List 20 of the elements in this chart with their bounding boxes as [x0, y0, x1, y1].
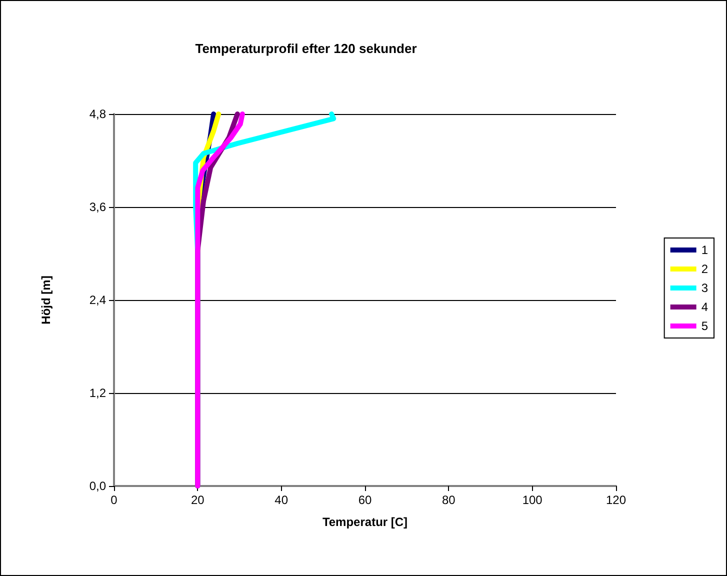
- y-tick-label: 1,2: [89, 386, 106, 400]
- y-tick-label: 3,6: [89, 200, 106, 214]
- x-tick-label: 120: [606, 493, 626, 507]
- chart-title: Temperaturprofil efter 120 sekunder: [195, 41, 417, 56]
- legend-label: 5: [701, 319, 708, 333]
- x-tick-label: 100: [522, 493, 543, 507]
- x-tick-label: 0: [110, 493, 118, 507]
- y-axis-title: Höjd [m]: [39, 276, 53, 324]
- legend-label: 2: [701, 262, 708, 276]
- x-tick-label: 20: [190, 493, 205, 507]
- legend-label: 3: [701, 281, 708, 295]
- x-tick-label: 80: [442, 493, 456, 507]
- y-tick-label: 4,8: [89, 107, 106, 121]
- x-tick-label: 60: [358, 493, 372, 507]
- legend-label: 1: [701, 243, 708, 257]
- x-axis-title: Temperatur [C]: [322, 515, 408, 529]
- y-tick-label: 0,0: [89, 479, 106, 493]
- x-tick-label: 40: [274, 493, 288, 507]
- legend-label: 4: [701, 300, 708, 314]
- y-tick-label: 2,4: [89, 293, 106, 307]
